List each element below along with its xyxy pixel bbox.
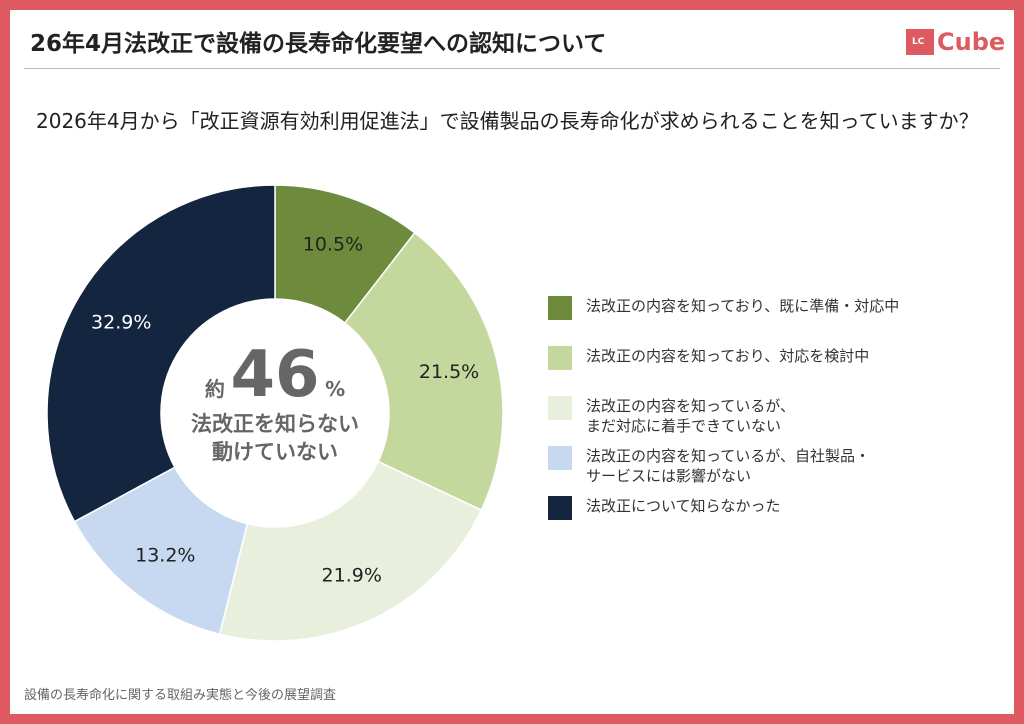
legend-label: 法改正の内容を知っているが、 まだ対応に着手できていない <box>586 397 795 435</box>
legend: 法改正の内容を知っており、既に準備・対応中 法改正の内容を知っており、対応を検討中… <box>548 296 899 546</box>
legend-label: 法改正について知らなかった <box>586 497 781 515</box>
legend-item: 法改正の内容を知っているが、 まだ対応に着手できていない <box>548 396 899 446</box>
legend-label: 法改正の内容を知っているが、自社製品・ サービスには影響がない <box>586 447 870 485</box>
slice-label: 13.2% <box>135 544 195 566</box>
cube-icon: LC <box>906 29 934 55</box>
logo-text: Cube <box>937 28 1006 56</box>
slice-label: 21.5% <box>419 361 479 383</box>
legend-swatch <box>548 346 572 370</box>
center-unit: % <box>325 377 346 401</box>
legend-label: 法改正の内容を知っており、既に準備・対応中 <box>586 297 900 315</box>
legend-item: 法改正の内容を知っており、既に準備・対応中 <box>548 296 899 346</box>
legend-item: 法改正の内容を知っており、対応を検討中 <box>548 346 899 396</box>
donut-slice <box>73 466 249 636</box>
center-value: 46 <box>230 338 320 412</box>
legend-swatch <box>548 396 572 420</box>
center-prefix: 約 <box>204 377 225 401</box>
divider <box>24 68 1000 69</box>
legend-swatch <box>548 296 572 320</box>
donut-slice <box>218 460 483 642</box>
legend-swatch <box>548 446 572 470</box>
center-line2: 動けていない <box>212 440 338 464</box>
logo-badge: LC <box>912 37 925 47</box>
donut-slice <box>46 184 276 523</box>
legend-item: 法改正について知らなかった <box>548 496 899 546</box>
center-callout: 約 46 % 法改正を知らない 動けていない <box>160 340 390 466</box>
page-title: 26年4月法改正で設備の長寿命化要望への認知について <box>30 31 607 57</box>
legend-swatch <box>548 496 572 520</box>
slice-label: 32.9% <box>91 311 151 333</box>
logo: LC Cube <box>906 28 1005 56</box>
center-line1: 法改正を知らない <box>191 412 359 436</box>
slice-label: 10.5% <box>303 234 363 256</box>
slice-label: 21.9% <box>322 565 382 587</box>
donut-slice <box>343 231 504 512</box>
footer-source: 設備の長寿命化に関する取組み実態と今後の展望調査 <box>24 688 337 703</box>
legend-item: 法改正の内容を知っているが、自社製品・ サービスには影響がない <box>548 446 899 496</box>
legend-label: 法改正の内容を知っており、対応を検討中 <box>586 347 870 365</box>
question: 2026年4月から「改正資源有効利用促進法」で設備製品の長寿命化が求められること… <box>36 109 979 133</box>
